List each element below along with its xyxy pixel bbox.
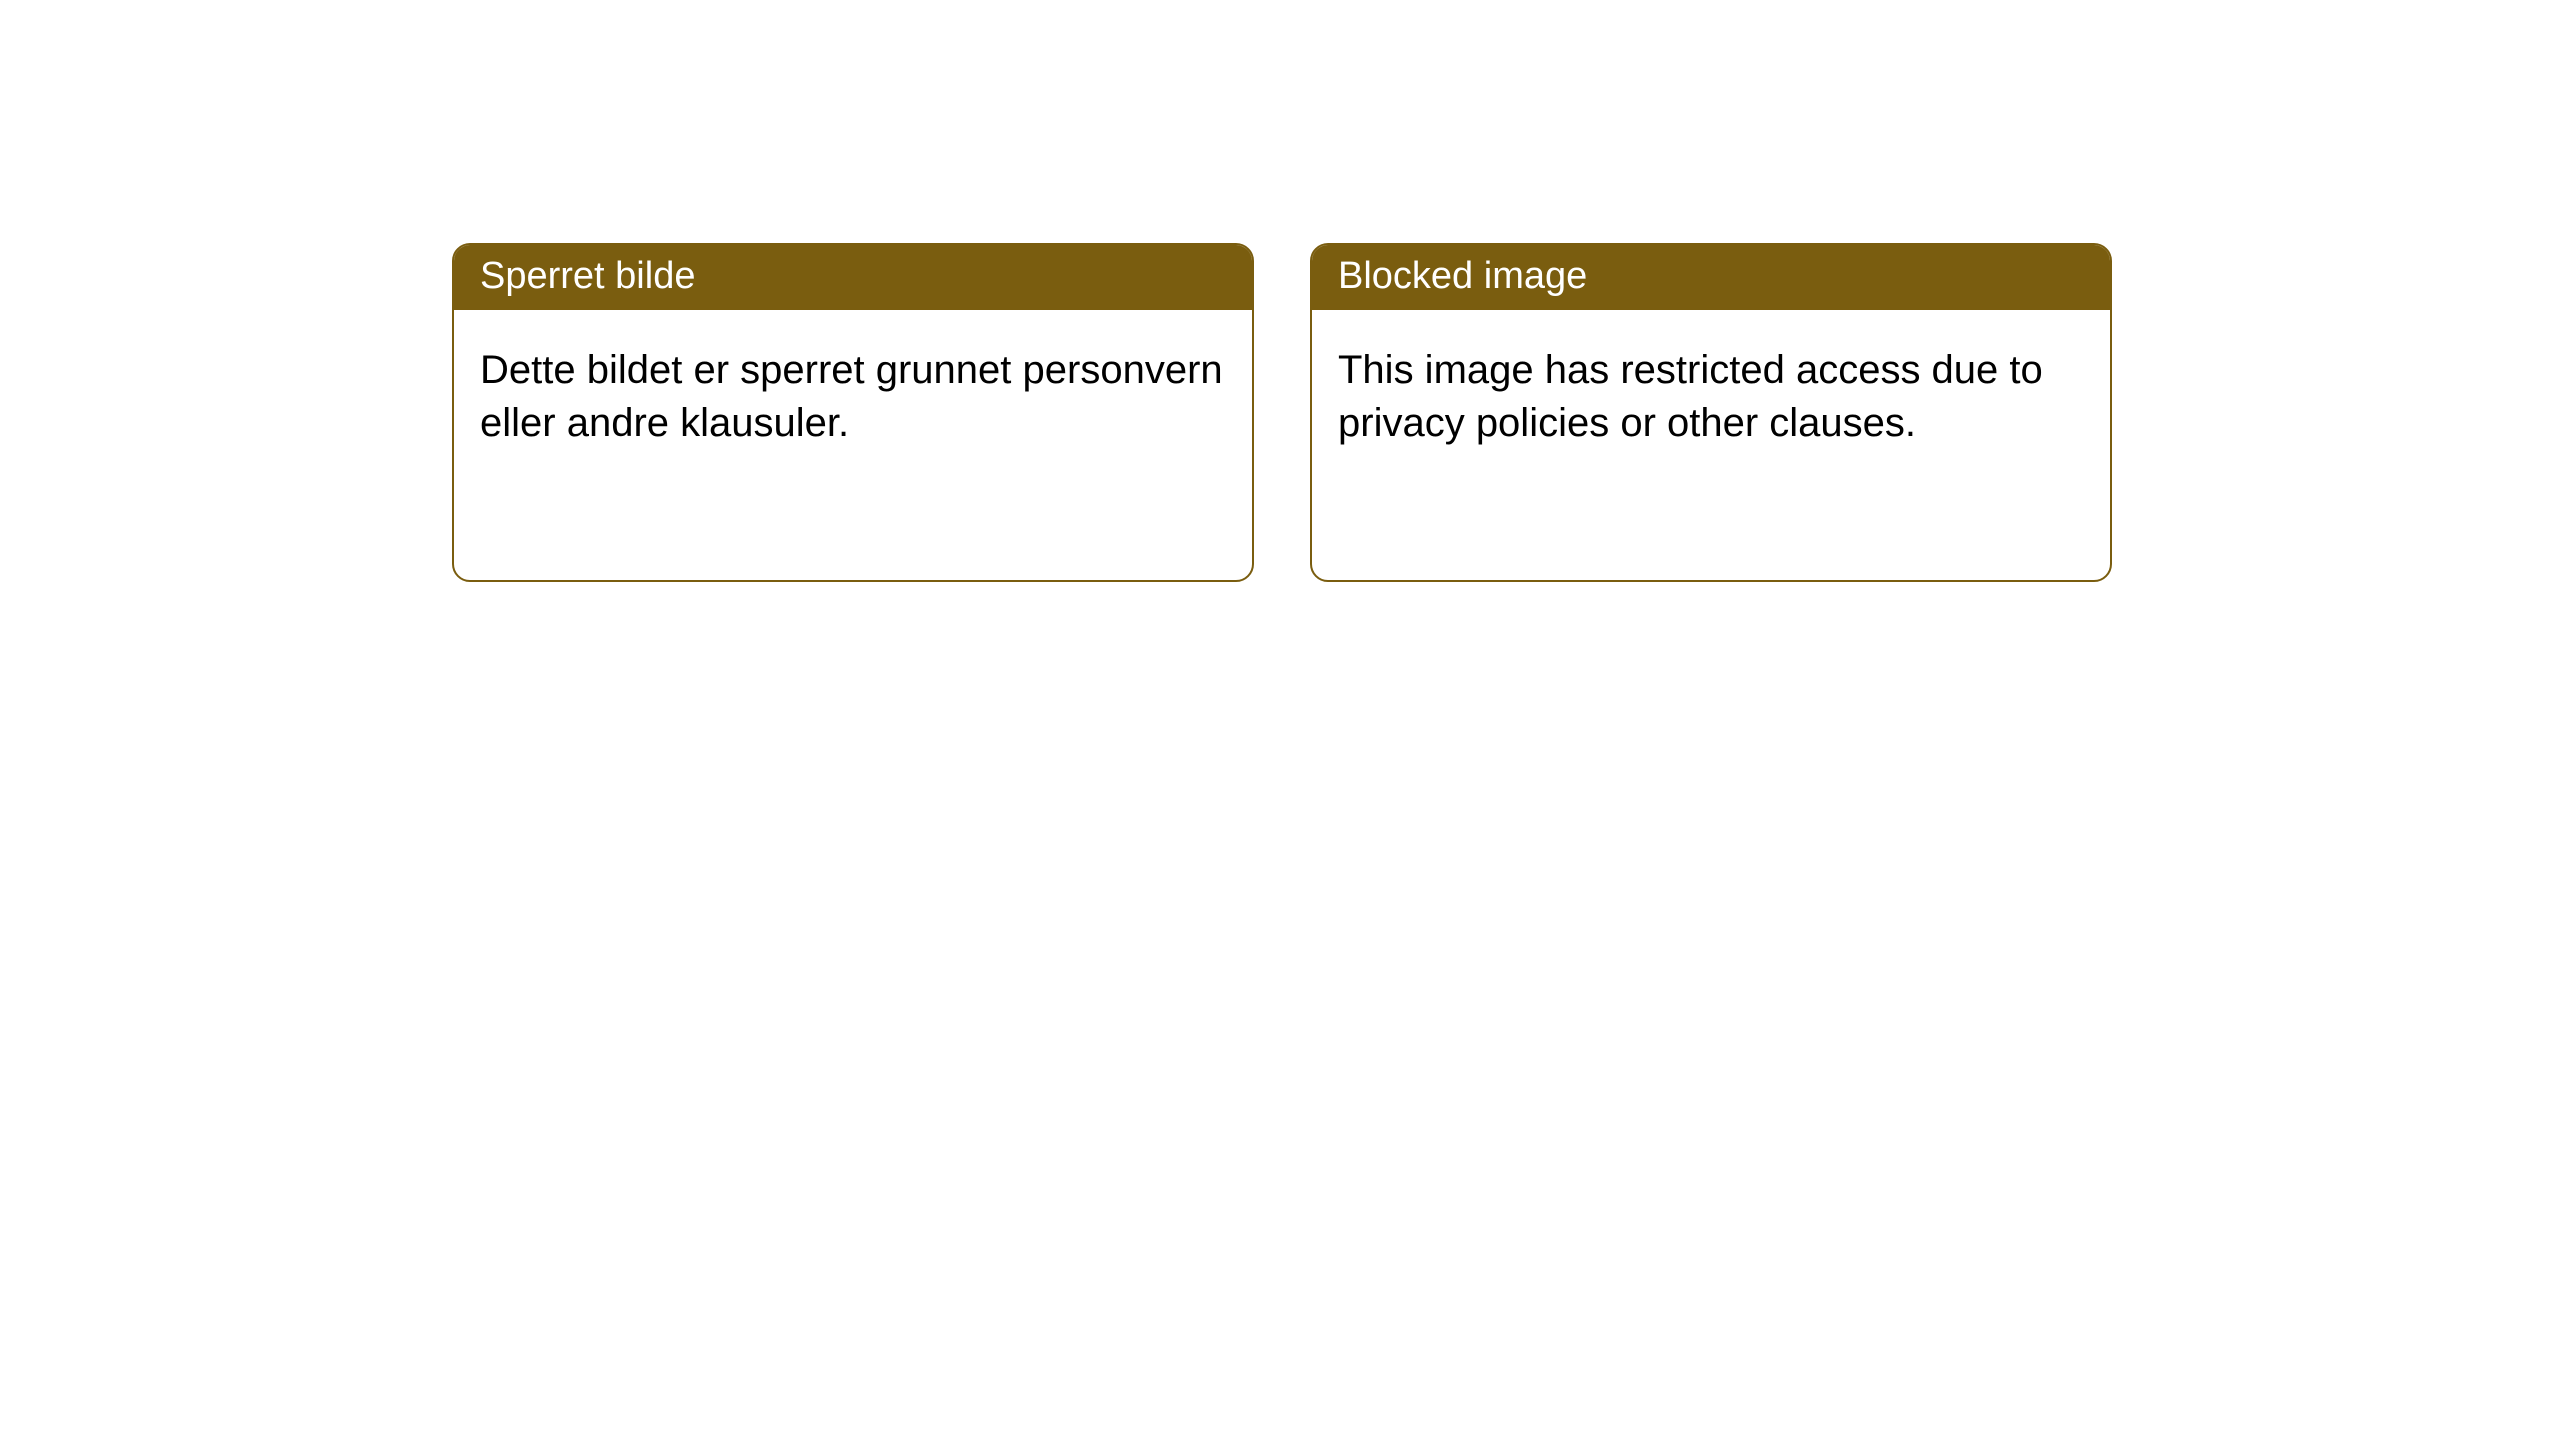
notice-card-header: Blocked image: [1312, 245, 2110, 310]
notice-card-body: Dette bildet er sperret grunnet personve…: [454, 310, 1252, 580]
notice-card-message: This image has restricted access due to …: [1338, 348, 2043, 445]
notice-card-body: This image has restricted access due to …: [1312, 310, 2110, 580]
notice-card-title: Sperret bilde: [480, 255, 695, 297]
notice-card-english: Blocked image This image has restricted …: [1310, 243, 2112, 582]
notice-card-norwegian: Sperret bilde Dette bildet er sperret gr…: [452, 243, 1254, 582]
notice-card-container: Sperret bilde Dette bildet er sperret gr…: [0, 0, 2560, 582]
notice-card-header: Sperret bilde: [454, 245, 1252, 310]
notice-card-title: Blocked image: [1338, 255, 1587, 297]
notice-card-message: Dette bildet er sperret grunnet personve…: [480, 348, 1223, 445]
